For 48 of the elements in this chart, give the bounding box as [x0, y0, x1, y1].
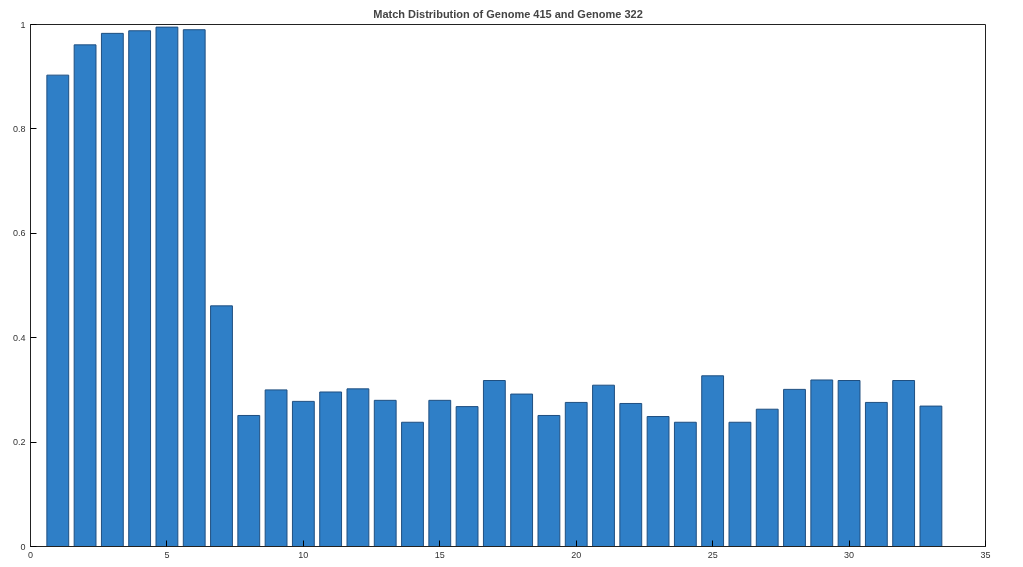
- bar: [510, 393, 534, 547]
- bar: [592, 384, 615, 547]
- x-tick-label: 20: [571, 549, 582, 560]
- x-tick-label: 30: [844, 549, 855, 560]
- y-tick-label: 1: [20, 19, 26, 30]
- bar: [237, 414, 261, 547]
- y-tick-label: 0.8: [12, 123, 26, 134]
- x-tick-label: 5: [164, 549, 170, 560]
- bar: [783, 388, 806, 547]
- bar: [182, 29, 206, 547]
- bar: [346, 388, 370, 547]
- bar: [673, 421, 697, 547]
- y-tick-label: 0.2: [12, 437, 26, 448]
- bar: [537, 414, 561, 547]
- bar: [73, 44, 97, 547]
- bar: [155, 26, 179, 547]
- bar: [919, 405, 943, 547]
- bar: [892, 380, 916, 547]
- bar: [291, 400, 315, 547]
- bar: [755, 408, 779, 547]
- y-tick-label: 0.4: [12, 332, 26, 343]
- bar: [646, 416, 670, 547]
- bar: [564, 401, 588, 547]
- bar: [837, 380, 861, 547]
- bar: [482, 380, 506, 547]
- y-tick-label: 0.6: [12, 228, 26, 239]
- bar: [455, 406, 479, 547]
- bar: [128, 30, 152, 547]
- bar: [319, 391, 343, 547]
- bar: [864, 401, 888, 547]
- bar: [619, 402, 643, 547]
- bar: [728, 421, 752, 547]
- x-tick-label: 25: [707, 549, 718, 560]
- bar: [428, 399, 452, 547]
- x-tick-label: 10: [298, 549, 309, 560]
- x-tick-label: 15: [434, 549, 445, 560]
- chart-title: Match Distribution of Genome 415 and Genome 322: [373, 7, 643, 20]
- bar: [100, 32, 124, 547]
- bar: [264, 389, 288, 547]
- x-tick-label: 35: [980, 549, 991, 560]
- y-tick-label: 0: [20, 541, 26, 552]
- bar: [46, 74, 70, 547]
- bar: [373, 399, 397, 547]
- bar: [810, 379, 834, 547]
- x-tick-label: 0: [28, 549, 34, 560]
- bar: [401, 421, 424, 547]
- bar: [210, 305, 233, 547]
- bar: [701, 375, 725, 547]
